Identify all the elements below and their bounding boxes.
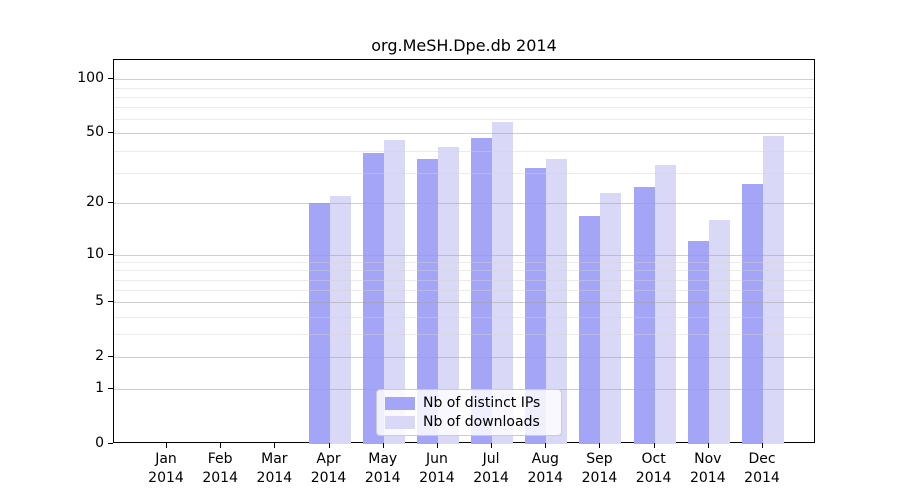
bar-distinct-ips — [362, 152, 384, 444]
x-tick-mark — [328, 443, 330, 448]
y-tick-mark — [108, 356, 113, 358]
x-tick-mark — [491, 443, 493, 448]
gridline-minor — [114, 119, 814, 121]
x-tick-label: Aug 2014 — [527, 451, 564, 486]
x-tick-mark — [166, 443, 167, 448]
legend-label-downloads: Nb of downloads — [423, 414, 540, 430]
x-tick-mark — [707, 443, 709, 448]
legend-label-distinct-ips: Nb of distinct IPs — [423, 395, 541, 411]
bar-distinct-ips — [471, 138, 493, 444]
bar-distinct-ips — [416, 158, 438, 444]
x-tick-mark — [599, 443, 601, 448]
x-tick-label: Feb 2014 — [202, 451, 238, 486]
bar-distinct-ips — [687, 241, 709, 444]
x-tick-label: Mar 2014 — [256, 451, 293, 486]
bar-downloads — [546, 158, 568, 444]
y-tick-mark — [108, 388, 113, 390]
y-tick-mark — [108, 78, 113, 80]
legend-swatch-distinct-ips — [385, 396, 415, 410]
y-tick-mark — [108, 443, 113, 444]
gridline-major — [114, 133, 814, 135]
gridline-major — [114, 79, 814, 81]
x-tick-label: May 2014 — [364, 451, 401, 486]
gridline-major — [114, 203, 814, 205]
x-tick-mark — [545, 443, 547, 448]
y-tick-mark — [108, 132, 113, 134]
x-tick-label: Sep 2014 — [581, 451, 618, 486]
bar-distinct-ips — [308, 203, 330, 444]
legend: Nb of distinct IPs Nb of downloads — [376, 389, 562, 436]
x-tick-mark — [762, 443, 763, 448]
y-tick-mark — [108, 301, 113, 303]
legend-swatch-downloads — [385, 415, 415, 429]
bar-downloads — [492, 121, 514, 444]
x-tick-mark — [220, 443, 222, 448]
bar-distinct-ips — [633, 186, 655, 444]
bar-downloads — [708, 220, 730, 444]
y-tick-label: 2 — [95, 348, 104, 365]
y-tick-label: 0 — [95, 435, 104, 451]
bar-downloads — [600, 192, 622, 444]
x-tick-label: Jan 2014 — [148, 451, 184, 486]
bar-downloads — [437, 146, 459, 444]
bar-downloads — [763, 136, 784, 444]
bar-distinct-ips — [579, 215, 601, 444]
gridline-minor — [114, 87, 814, 89]
y-tick-label: 100 — [77, 70, 104, 87]
legend-entry-downloads: Nb of downloads — [385, 414, 553, 430]
x-tick-label: Jun 2014 — [419, 451, 455, 486]
chart-title: org.MeSH.Dpe.db 2014 — [371, 36, 557, 55]
gridline-minor — [114, 172, 814, 174]
plot-area — [113, 59, 815, 444]
y-tick-label: 10 — [86, 245, 104, 262]
x-tick-label: Apr 2014 — [310, 451, 347, 486]
bar-distinct-ips — [525, 167, 547, 444]
x-tick-mark — [653, 443, 655, 448]
y-tick-label: 20 — [86, 194, 104, 211]
y-tick-mark — [108, 202, 113, 204]
bar-downloads — [383, 139, 405, 444]
bar-distinct-ips — [742, 183, 763, 444]
y-tick-label: 1 — [95, 380, 104, 397]
y-tick-label: 5 — [95, 293, 104, 310]
x-tick-label: Nov 2014 — [689, 451, 726, 486]
y-tick-mark — [108, 253, 113, 255]
y-tick-label: 50 — [86, 124, 104, 141]
x-tick-mark — [274, 443, 276, 448]
x-tick-label: Dec 2014 — [744, 451, 780, 486]
x-tick-mark — [382, 443, 384, 448]
x-tick-label: Oct 2014 — [635, 451, 672, 486]
x-tick-mark — [436, 443, 438, 448]
gridline-minor — [114, 150, 814, 152]
legend-entry-distinct-ips: Nb of distinct IPs — [385, 395, 553, 411]
gridline-minor — [114, 107, 814, 109]
bar-downloads — [329, 196, 351, 444]
gridline-minor — [114, 96, 814, 98]
bar-downloads — [654, 165, 676, 444]
x-tick-label: Jul 2014 — [473, 451, 509, 486]
